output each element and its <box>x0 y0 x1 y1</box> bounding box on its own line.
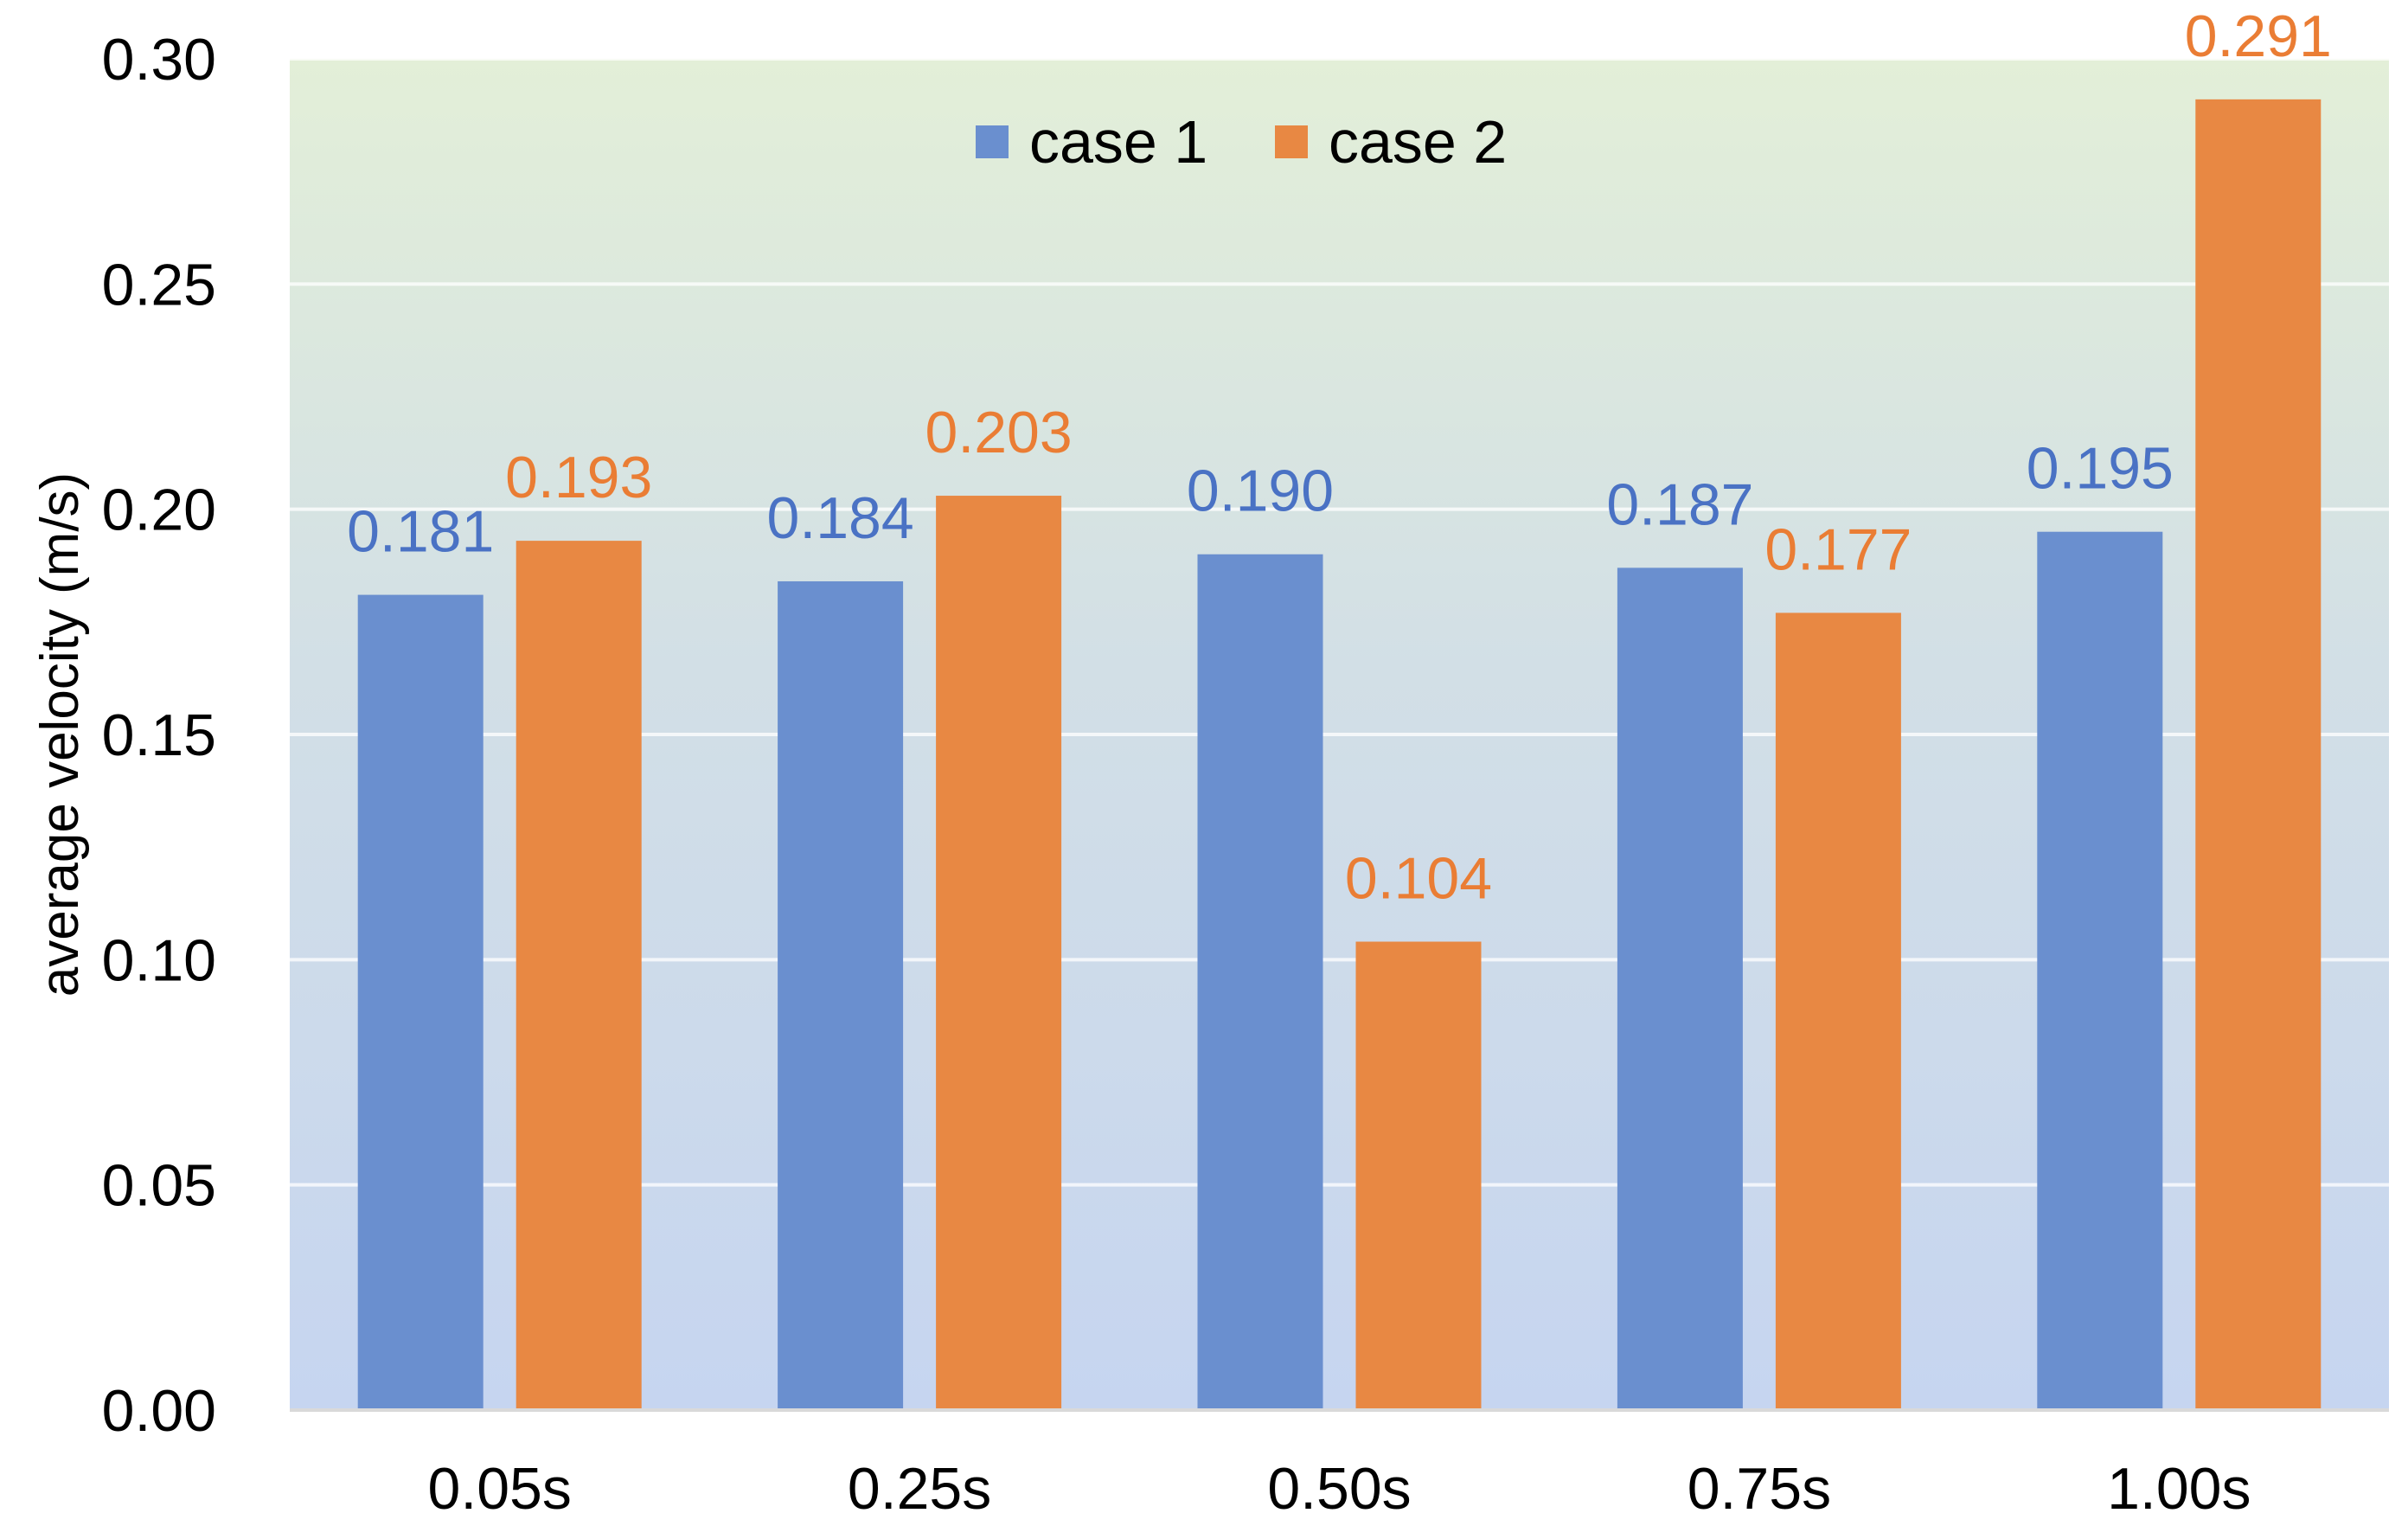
bar-case-2 <box>516 541 642 1410</box>
legend: case 1 case 2 <box>976 108 1507 176</box>
legend-label-case-2: case 2 <box>1329 108 1507 176</box>
axes: 0.00 0.05 0.10 0.15 0.20 0.25 0.30 0.05s 0.25s 0.… <box>102 27 2389 1522</box>
data-label-case-1: 0.195 <box>2027 436 2174 502</box>
data-label-case-1: 0.187 <box>1606 471 1753 537</box>
data-label-case-2: 0.203 <box>925 400 1073 465</box>
bar-case-1 <box>1197 554 1323 1410</box>
y-tick-label: 0.05 <box>102 1153 216 1219</box>
y-tick-label: 0.00 <box>102 1378 216 1444</box>
bar-case-2 <box>1355 941 1482 1410</box>
data-label-case-1: 0.181 <box>347 499 494 565</box>
data-label-case-1: 0.190 <box>1187 458 1334 524</box>
bar-case-1 <box>1617 567 1743 1410</box>
data-label-case-2: 0.104 <box>1345 846 1492 912</box>
y-tick-label: 0.30 <box>102 27 216 93</box>
bar-case-1 <box>357 594 484 1410</box>
bar-case-2 <box>1775 612 1901 1410</box>
data-label-case-2: 0.193 <box>505 445 652 510</box>
x-tick-label: 0.25s <box>848 1456 991 1522</box>
x-tick-label: 0.05s <box>428 1456 572 1522</box>
bar-case-1 <box>2037 531 2163 1410</box>
legend-label-case-1: case 1 <box>1029 108 1207 176</box>
data-label-case-1: 0.184 <box>767 485 914 551</box>
x-tick-label: 0.50s <box>1267 1456 1411 1522</box>
data-label-case-2: 0.291 <box>2185 3 2332 69</box>
y-tick-label: 0.20 <box>102 478 216 543</box>
bars <box>357 99 2322 1411</box>
bar-case-2 <box>2195 99 2322 1411</box>
y-tick-label: 0.15 <box>102 702 216 768</box>
y-axis-title: average velocity (m/s) <box>30 472 90 997</box>
bar-case-2 <box>936 496 1062 1411</box>
legend-swatch-case-2 <box>1275 125 1308 158</box>
y-tick-label: 0.25 <box>102 252 216 317</box>
legend-swatch-case-1 <box>976 125 1009 158</box>
y-tick-label: 0.10 <box>102 927 216 993</box>
x-tick-label: 1.00s <box>2107 1456 2251 1522</box>
x-tick-label: 0.75s <box>1688 1456 1831 1522</box>
bar-case-1 <box>778 580 904 1410</box>
data-label-case-2: 0.177 <box>1764 516 1912 582</box>
